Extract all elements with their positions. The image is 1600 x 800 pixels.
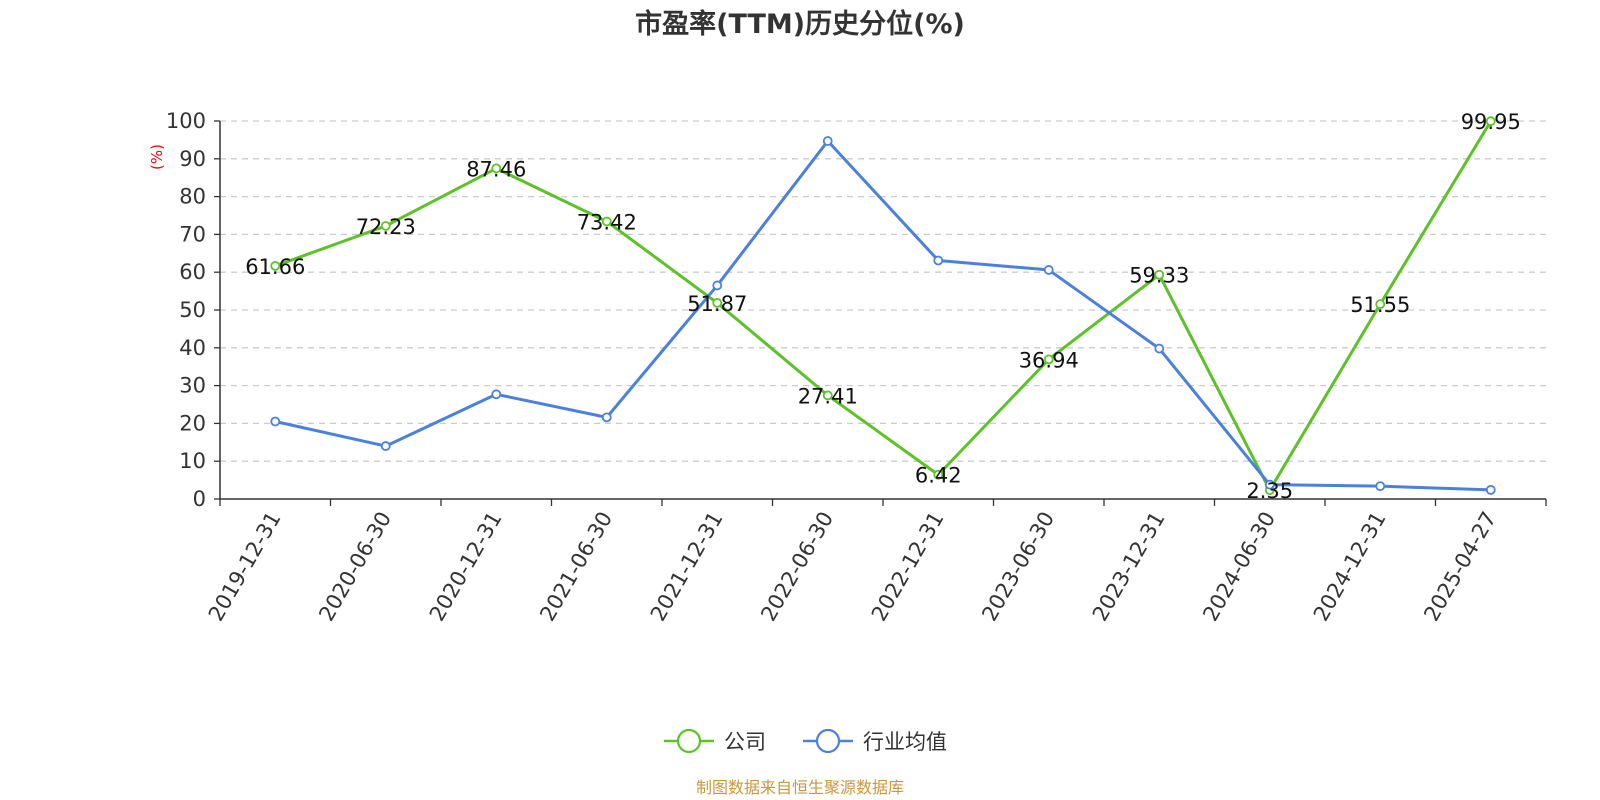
data-point[interactable] bbox=[1154, 269, 1165, 280]
y-tick-label: 70 bbox=[179, 222, 206, 246]
data-label: 73.42 bbox=[577, 210, 637, 234]
y-tick-label: 30 bbox=[179, 374, 206, 398]
data-point[interactable] bbox=[1375, 299, 1386, 310]
grid-lines bbox=[220, 120, 1546, 462]
x-tick-label: 2024-06-30 bbox=[1198, 508, 1280, 626]
data-point[interactable] bbox=[1264, 479, 1275, 490]
chart-title: 市盈率(TTM)历史分位(%) bbox=[635, 8, 965, 40]
data-point[interactable] bbox=[1375, 481, 1386, 492]
data-point[interactable] bbox=[1154, 343, 1165, 354]
y-tick-label: 50 bbox=[179, 298, 206, 322]
series-line-0 bbox=[274, 120, 1493, 492]
data-point[interactable] bbox=[1485, 116, 1496, 127]
x-tick-label: 2025-04-27 bbox=[1419, 508, 1501, 626]
data-point[interactable] bbox=[380, 441, 391, 451]
data-point[interactable] bbox=[601, 216, 612, 227]
data-label: 51.87 bbox=[687, 292, 747, 316]
x-tick-label: 2023-12-31 bbox=[1088, 508, 1170, 626]
data-point[interactable] bbox=[601, 412, 612, 423]
x-tick-label: 2021-06-30 bbox=[535, 508, 617, 626]
y-tick-label: 10 bbox=[179, 449, 206, 473]
y-tick-label: 0 bbox=[193, 487, 206, 511]
data-label: 59.33 bbox=[1129, 264, 1189, 288]
source-note: 制图数据来自恒生聚源数据库 bbox=[696, 778, 904, 797]
legend-swatch-marker bbox=[676, 728, 702, 754]
y-tick-label: 80 bbox=[179, 185, 206, 209]
data-point[interactable] bbox=[712, 298, 723, 308]
data-point[interactable] bbox=[822, 390, 833, 401]
data-label: 27.41 bbox=[798, 384, 858, 408]
data-point[interactable] bbox=[380, 221, 391, 231]
x-tick-label: 2020-12-31 bbox=[425, 508, 507, 626]
x-tick-label: 2022-06-30 bbox=[756, 508, 838, 626]
y-tick-label: 100 bbox=[166, 109, 206, 133]
series-lines bbox=[270, 116, 1496, 496]
legend-item-1[interactable]: 行业均值 bbox=[803, 728, 947, 754]
y-tick-label: 40 bbox=[179, 336, 206, 360]
data-label: 6.42 bbox=[915, 464, 962, 488]
legend-label: 行业均值 bbox=[863, 730, 947, 754]
y-tick-label: 60 bbox=[179, 260, 206, 284]
x-tick-label: 2022-12-31 bbox=[867, 508, 949, 626]
x-tick-label: 2021-12-31 bbox=[646, 508, 728, 626]
data-point[interactable] bbox=[270, 416, 281, 427]
data-labels: 61.66 72.23 87.46 73.42 51.87 27.41 6.42 36.94 5… bbox=[245, 110, 1521, 503]
data-point[interactable] bbox=[1485, 485, 1496, 495]
legend[interactable]: 公司 行业均值 bbox=[664, 728, 947, 754]
data-point[interactable] bbox=[933, 469, 944, 480]
legend-item-0[interactable]: 公司 bbox=[664, 728, 766, 754]
data-point[interactable] bbox=[712, 280, 723, 291]
y-tick-label: 20 bbox=[179, 411, 206, 435]
y-tick-label: 90 bbox=[179, 147, 206, 171]
data-label: 51.55 bbox=[1350, 293, 1410, 317]
data-label: 2.35 bbox=[1246, 479, 1293, 503]
y-axis-label: (%) bbox=[148, 144, 166, 170]
data-label: 87.46 bbox=[466, 157, 526, 181]
x-tick-label: 2023-06-30 bbox=[977, 508, 1059, 626]
data-point[interactable] bbox=[491, 163, 502, 174]
data-point[interactable] bbox=[1043, 265, 1054, 275]
data-label: 72.23 bbox=[356, 215, 416, 239]
data-label: 36.94 bbox=[1019, 348, 1079, 372]
data-point[interactable] bbox=[1043, 354, 1054, 365]
data-point[interactable] bbox=[270, 261, 281, 271]
legend-label: 公司 bbox=[724, 730, 766, 754]
x-tick-label: 2019-12-31 bbox=[204, 508, 286, 626]
x-tick-label: 2020-06-30 bbox=[314, 508, 396, 626]
x-tick-label: 2024-12-31 bbox=[1309, 508, 1391, 626]
data-point[interactable] bbox=[933, 255, 944, 266]
data-point[interactable] bbox=[822, 136, 833, 146]
series-line-1 bbox=[274, 139, 1491, 492]
axes: 0 10 20 30 40 50 60 70 80 90 100 2019-12-31 2020-06-… bbox=[166, 109, 1547, 626]
data-label: 61.66 bbox=[245, 255, 305, 279]
data-label: 99.95 bbox=[1461, 110, 1521, 134]
legend-swatch-marker bbox=[815, 728, 841, 754]
data-point[interactable] bbox=[491, 389, 502, 400]
